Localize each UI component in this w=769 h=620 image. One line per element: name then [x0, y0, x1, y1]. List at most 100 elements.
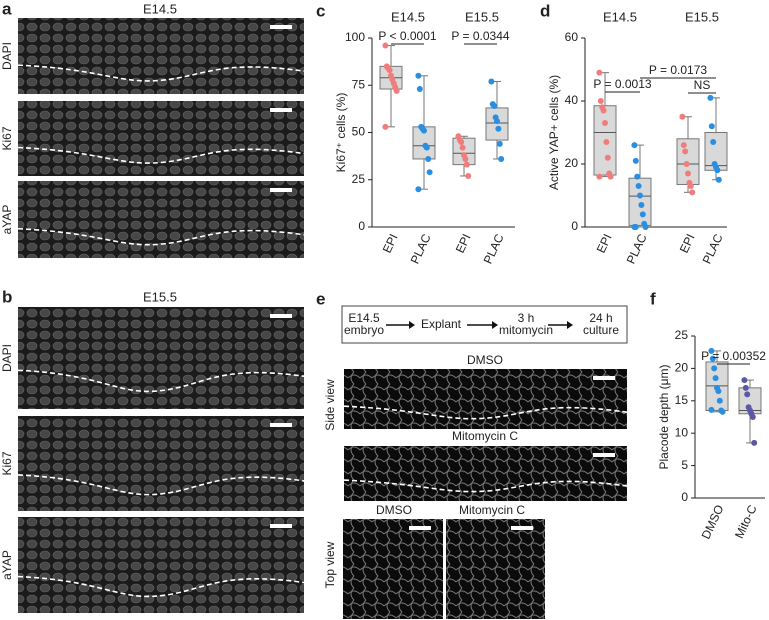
data-point — [716, 397, 723, 404]
row-label: DAPI — [0, 344, 14, 372]
data-point — [597, 98, 604, 104]
panel-letter: b — [2, 287, 12, 306]
x-tick-label: PLAC — [481, 231, 507, 266]
image-label: DMSO — [376, 503, 412, 517]
data-point — [689, 189, 696, 196]
micrograph — [18, 101, 304, 176]
data-point — [604, 154, 611, 161]
micrograph — [18, 517, 304, 613]
y-axis-label: Placode depth (μm) — [657, 365, 671, 470]
scale-bar — [270, 314, 292, 318]
group-label: E15.5 — [465, 9, 499, 24]
micrograph-shade — [18, 101, 304, 176]
flow-step: embryo — [344, 323, 384, 337]
data-point — [635, 183, 642, 190]
p-value: P = 0.0173 — [649, 63, 707, 77]
scale-bar — [511, 526, 533, 530]
row-label: aYAP — [0, 205, 14, 235]
data-point — [710, 138, 717, 145]
y-tick-label: 25 — [352, 172, 366, 186]
x-tick-label: PLAC — [624, 231, 650, 266]
scale-bar — [593, 453, 615, 457]
boundary — [17, 575, 305, 598]
data-point — [415, 72, 422, 79]
data-point — [639, 211, 646, 218]
micrograph — [18, 416, 304, 511]
data-point — [465, 172, 472, 179]
micrograph — [344, 369, 627, 429]
panel-letter: a — [2, 0, 12, 18]
x-tick-label: EPI — [453, 232, 474, 255]
data-point — [459, 144, 466, 151]
data-point — [421, 127, 427, 134]
x-tick-label: EPI — [380, 232, 401, 255]
y-tick-label: 0 — [571, 219, 578, 233]
data-point — [463, 161, 470, 168]
data-point — [491, 103, 498, 110]
x-tick-label: EPI — [594, 232, 615, 255]
data-point — [458, 138, 465, 145]
y-tick-label: 40 — [565, 93, 579, 107]
data-point — [600, 107, 607, 114]
data-point — [741, 377, 748, 384]
data-point — [386, 67, 393, 74]
micrograph-shade — [18, 307, 304, 409]
data-point — [496, 140, 503, 147]
row-label: aYAP — [0, 550, 14, 580]
micrograph-shade — [344, 369, 627, 429]
data-point — [679, 113, 686, 120]
boundary — [17, 227, 305, 246]
data-point — [382, 123, 389, 130]
micrograph-shade — [344, 446, 627, 501]
micrograph — [18, 181, 304, 258]
data-point — [638, 201, 645, 208]
panel-letter: c — [316, 1, 325, 20]
y-tick-label: 20 — [675, 361, 689, 375]
data-point — [632, 157, 639, 164]
flow-step: 3 h — [518, 311, 535, 325]
p-value: NS — [694, 78, 711, 92]
p-value: P = 0.0344 — [451, 29, 509, 43]
data-point — [715, 388, 722, 395]
scale-bar — [270, 524, 292, 528]
y-axis-label: Ki67⁺ cells (%) — [334, 93, 348, 173]
scale-bar — [270, 25, 292, 29]
x-tick-label: Mito-C — [732, 502, 760, 540]
data-point — [498, 155, 505, 162]
group-label: E14.5 — [391, 9, 425, 24]
group-label: E14.5 — [603, 9, 637, 24]
y-tick-label: 25 — [675, 328, 689, 342]
data-point — [607, 173, 614, 180]
micrograph — [18, 18, 304, 94]
data-point — [742, 384, 749, 391]
data-point — [715, 176, 722, 183]
micrograph — [344, 446, 627, 501]
panel-letter: e — [316, 289, 325, 308]
data-point — [393, 87, 400, 94]
data-point — [494, 118, 500, 125]
data-point — [708, 406, 715, 413]
data-point — [634, 173, 641, 180]
flow-step: Explant — [421, 317, 462, 331]
data-point — [488, 78, 495, 85]
scale-bar — [593, 376, 615, 380]
data-point — [714, 167, 721, 174]
data-point — [683, 161, 690, 167]
y-tick-label: 50 — [352, 125, 366, 139]
image-label: Mitomycin C — [452, 429, 518, 443]
image-label: Mitomycin C — [459, 503, 525, 517]
scale-bar — [270, 423, 292, 427]
micrograph-shade — [18, 181, 304, 258]
flow-arrowhead — [409, 321, 415, 329]
data-point — [596, 173, 603, 180]
boundary — [17, 146, 305, 164]
x-tick-label: EPI — [677, 232, 698, 255]
micrograph-shade — [18, 416, 304, 511]
y-tick-label: 0 — [681, 490, 688, 504]
panel-title: E14.5 — [143, 1, 177, 16]
y-tick-label: 100 — [345, 30, 365, 44]
image-label: DMSO — [467, 353, 503, 367]
y-tick-label: 0 — [358, 219, 365, 233]
x-tick-label: PLAC — [408, 231, 434, 266]
flow-arrowhead — [492, 321, 498, 329]
